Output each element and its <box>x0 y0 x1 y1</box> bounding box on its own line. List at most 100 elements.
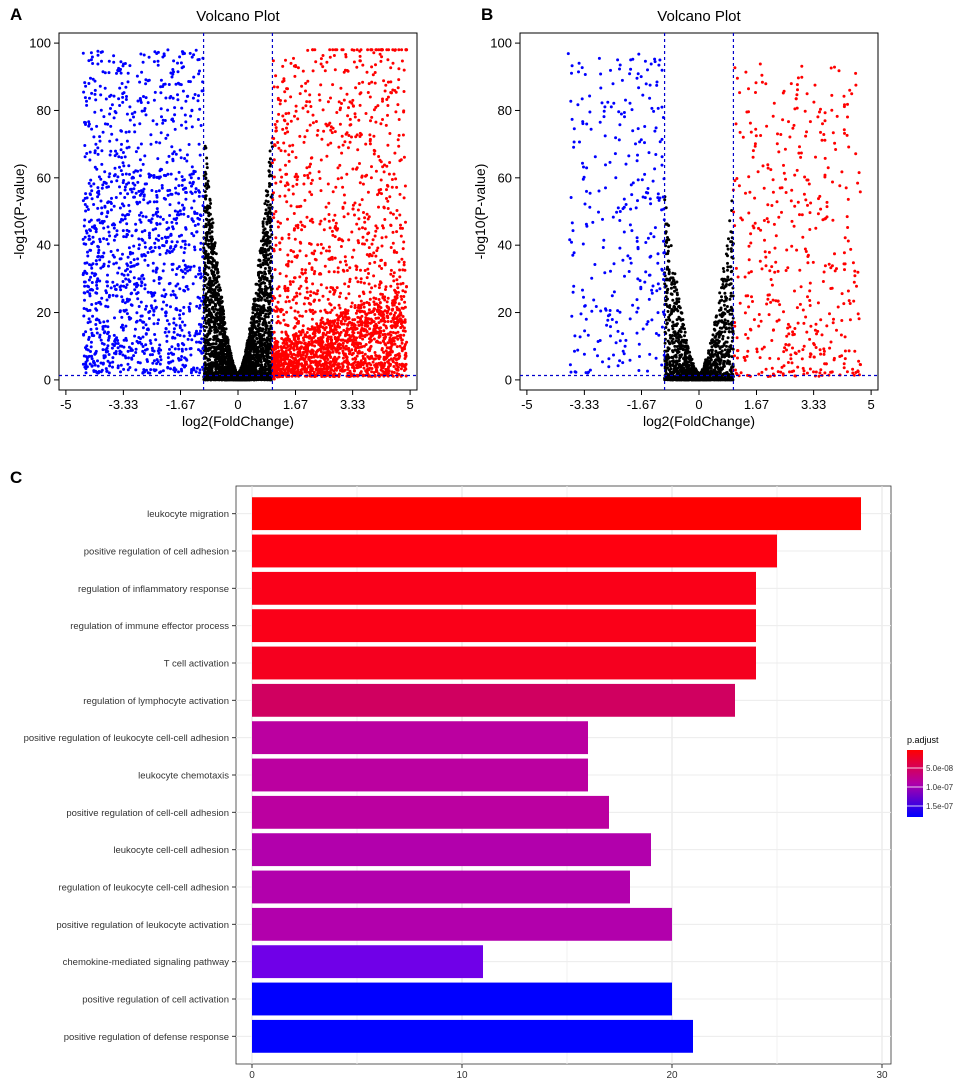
point-up <box>336 166 340 170</box>
point-ns <box>211 274 215 278</box>
point-up <box>351 207 355 211</box>
point-down <box>134 222 138 226</box>
point-down <box>194 48 198 52</box>
point-down <box>150 292 154 296</box>
point-down <box>144 96 148 100</box>
point-down <box>124 130 128 134</box>
point-down <box>174 273 178 276</box>
point-up <box>391 241 395 245</box>
point-down <box>157 351 161 355</box>
point-down <box>123 214 127 218</box>
point-down <box>104 350 108 354</box>
point-ns <box>261 224 265 228</box>
point-down <box>85 365 89 369</box>
point-up <box>333 68 337 72</box>
point-down <box>182 65 185 69</box>
point-ns <box>205 218 209 222</box>
point-down <box>165 319 169 323</box>
point-down <box>96 255 100 259</box>
point-up <box>333 130 337 134</box>
point-down <box>101 327 105 331</box>
point-down <box>83 155 87 159</box>
point-ns <box>207 256 211 259</box>
point-down <box>195 304 199 308</box>
volcano-plot-a: A Volcano Plot-5 -3.33 -1.67 0 1.67 3.33 502040… <box>10 5 418 429</box>
point-down <box>129 187 133 191</box>
point-down <box>119 60 123 64</box>
point-up <box>318 222 322 226</box>
point-up <box>331 83 335 87</box>
point-down <box>196 118 200 121</box>
point-down <box>87 317 91 321</box>
point-up <box>399 226 402 230</box>
point-down <box>106 319 110 323</box>
point-ns <box>259 295 262 299</box>
point-down <box>95 327 99 331</box>
point-down <box>106 122 110 126</box>
point-down <box>119 148 123 152</box>
point-down <box>139 142 143 146</box>
point-down <box>181 363 185 367</box>
point-down <box>195 366 199 370</box>
point-down <box>142 368 146 372</box>
point-ns <box>268 339 272 343</box>
point-down <box>122 367 126 371</box>
point-down <box>159 78 163 82</box>
point-up <box>271 161 274 165</box>
point-down <box>164 251 168 255</box>
point-down <box>161 269 165 273</box>
point-down <box>110 180 113 184</box>
point-down <box>143 245 147 249</box>
point-down <box>178 209 182 213</box>
point-down <box>195 230 199 234</box>
point-down <box>155 267 159 270</box>
point-ns <box>234 376 238 380</box>
point-down <box>116 175 120 179</box>
point-down <box>184 191 188 194</box>
point-down <box>104 324 107 328</box>
point-down <box>183 243 187 246</box>
point-down <box>199 248 202 251</box>
point-up <box>337 100 341 104</box>
point-ns <box>221 361 225 365</box>
point-down <box>142 352 146 355</box>
point-down <box>105 238 109 241</box>
point-down <box>171 336 175 340</box>
point-down <box>169 245 173 249</box>
point-ns <box>253 326 257 329</box>
point-down <box>197 176 201 180</box>
point-ns <box>203 363 207 367</box>
point-down <box>116 271 120 275</box>
point-down <box>182 305 186 309</box>
point-up <box>273 123 277 126</box>
point-down <box>146 290 150 294</box>
point-down <box>107 185 110 189</box>
point-down <box>110 346 114 350</box>
point-down <box>137 305 141 308</box>
point-down <box>99 302 103 306</box>
point-ns <box>211 283 215 287</box>
point-up <box>362 211 365 214</box>
point-up <box>313 298 317 302</box>
point-down <box>116 248 120 252</box>
point-down <box>186 337 190 341</box>
point-down <box>123 217 127 221</box>
point-ns <box>221 347 225 351</box>
point-down <box>99 370 103 374</box>
point-down <box>165 239 169 243</box>
point-up <box>298 314 302 318</box>
point-ns <box>254 313 257 316</box>
point-down <box>93 79 97 83</box>
point-down <box>118 185 121 189</box>
point-up <box>384 349 388 353</box>
point-down <box>89 248 93 252</box>
point-down <box>118 352 122 356</box>
point-down <box>98 258 102 262</box>
point-up <box>404 220 407 224</box>
point-up <box>340 134 344 138</box>
point-up <box>386 320 390 323</box>
point-ns <box>269 307 273 311</box>
point-up <box>377 205 380 209</box>
point-down <box>163 330 167 334</box>
point-down <box>132 354 136 358</box>
